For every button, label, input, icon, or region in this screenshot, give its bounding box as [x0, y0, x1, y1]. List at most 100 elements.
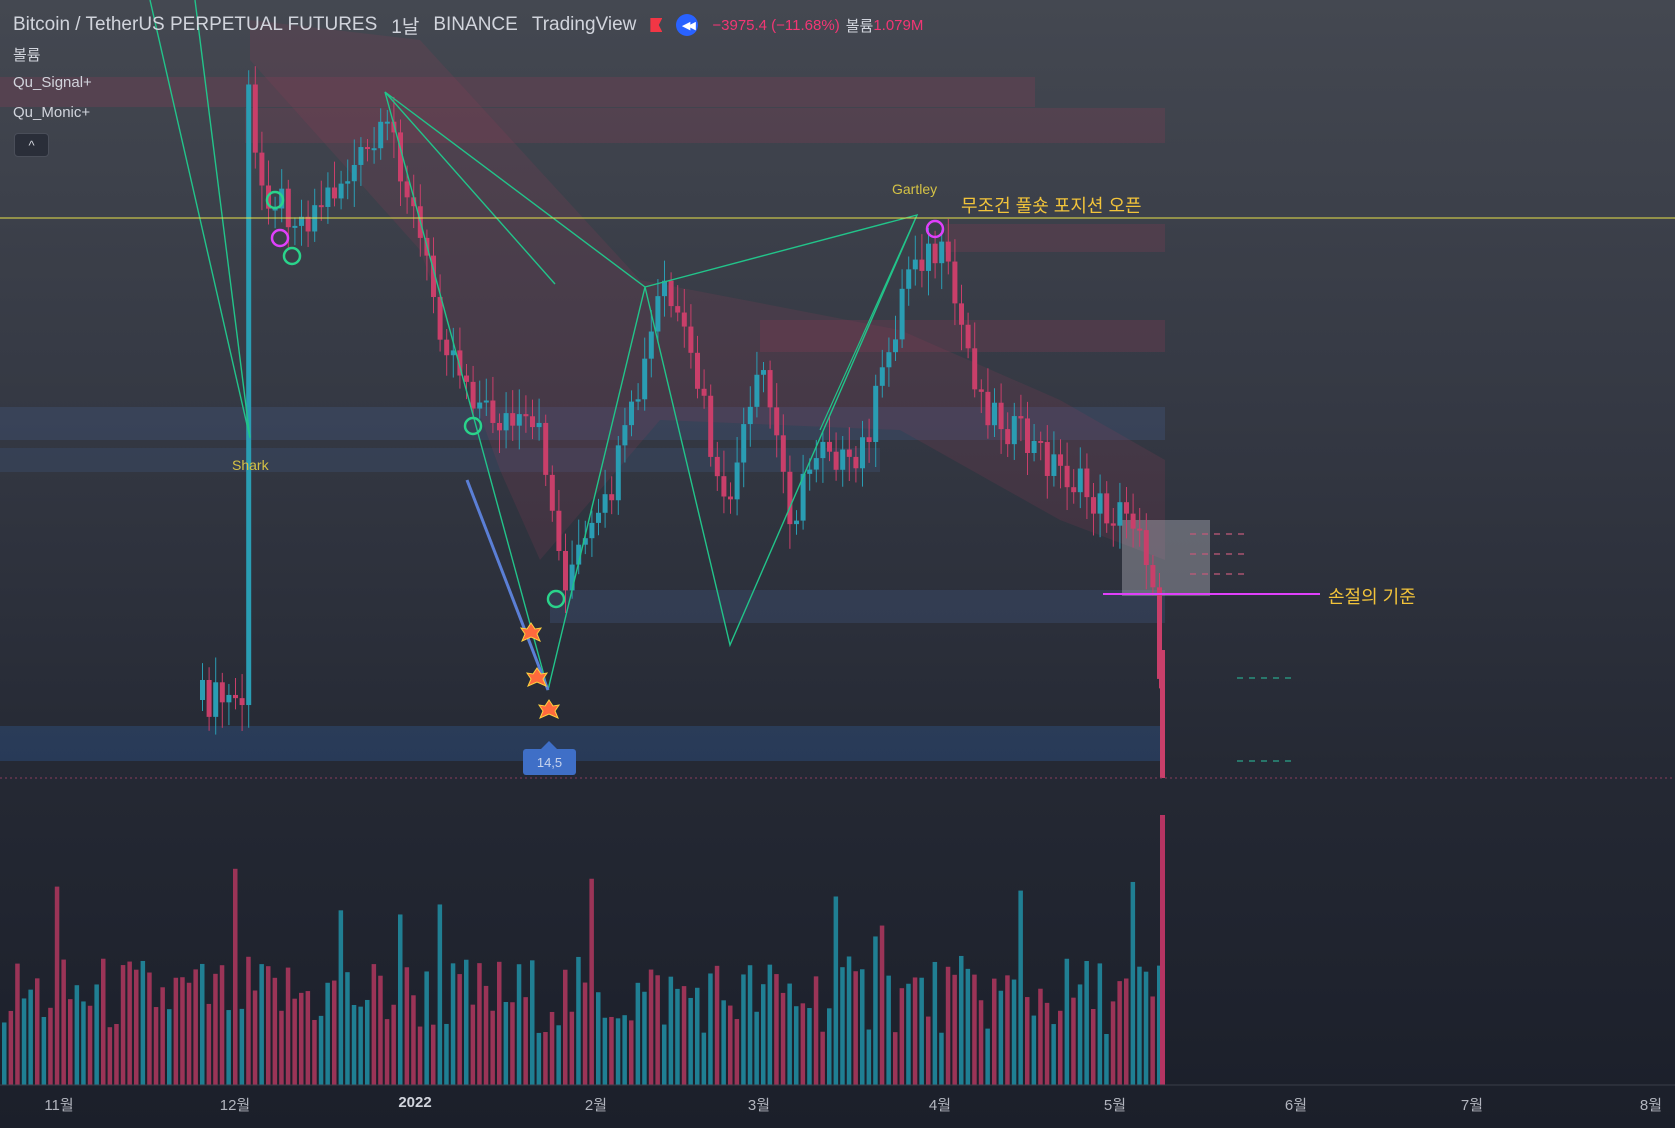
candle-body	[516, 414, 522, 426]
candle-body	[569, 564, 575, 591]
volume-bar	[272, 977, 278, 1085]
volume-bar	[774, 974, 779, 1085]
gartley-leg	[819, 214, 918, 431]
candle-body	[1130, 513, 1136, 529]
volume-bar	[285, 967, 291, 1085]
volume-bar	[28, 989, 33, 1085]
candle-body	[741, 424, 747, 463]
candle-body	[998, 402, 1004, 430]
volume-bar	[543, 1032, 548, 1085]
shark-pattern	[149, 0, 251, 439]
legend-indicator-signal[interactable]: Qu_Signal+	[13, 74, 92, 91]
explosion-icon	[525, 667, 549, 687]
volume-bar	[87, 1005, 93, 1085]
candle-body	[728, 496, 733, 500]
candle-body	[411, 197, 417, 207]
volume-bar	[266, 966, 271, 1085]
zone	[0, 407, 1165, 440]
volume-bar	[615, 1018, 621, 1085]
candle-body	[794, 520, 799, 525]
volume-bar	[536, 1032, 542, 1085]
volume-bar	[404, 967, 410, 1085]
volume-bar	[985, 1028, 990, 1085]
stoploss-annotation: 손절의 기준	[1328, 587, 1416, 607]
volume-bar	[939, 1032, 944, 1085]
flag-icon[interactable]	[650, 18, 663, 32]
volume-bar	[1124, 978, 1129, 1085]
volume-bar	[292, 998, 297, 1085]
volume-bar	[279, 1010, 284, 1085]
volume-bar	[701, 1032, 707, 1085]
collapse-legend-button[interactable]: ^	[14, 133, 49, 157]
volume-bar	[411, 995, 416, 1085]
volume-bar	[959, 955, 964, 1085]
interval-label[interactable]: 1날	[391, 16, 420, 38]
candle-body	[662, 280, 667, 297]
candle-body	[464, 375, 469, 382]
shark-label: Shark	[232, 457, 269, 473]
volume-bar	[972, 974, 977, 1085]
signal-circle	[282, 246, 302, 266]
volume-bar	[1130, 881, 1136, 1085]
volume-bar	[893, 1032, 898, 1085]
volume-bar	[549, 1011, 555, 1085]
volume-bar	[8, 1010, 14, 1085]
volume-bar	[1071, 997, 1076, 1085]
volume-bar	[1051, 1024, 1056, 1085]
volume-bar	[833, 896, 839, 1085]
volume-bar	[233, 868, 238, 1085]
legend-volume[interactable]: 볼륨	[13, 47, 41, 64]
volume-bar	[193, 969, 198, 1085]
candle-body	[655, 296, 661, 332]
volume-bar	[114, 1024, 119, 1085]
volume-bar	[787, 983, 792, 1085]
candle-body	[1104, 493, 1110, 524]
candle-body	[292, 225, 298, 228]
volume-bar	[35, 978, 40, 1085]
volume-bar	[853, 971, 858, 1085]
volume-bar	[120, 965, 126, 1085]
candle-body	[800, 473, 806, 521]
candle-body	[431, 255, 436, 298]
candle-body	[325, 187, 331, 207]
candle-body	[351, 164, 357, 182]
candle-body	[602, 494, 608, 513]
volume-bar	[1137, 966, 1142, 1085]
rewind-icon[interactable]: ◀◀	[676, 14, 699, 36]
symbol-title[interactable]: Bitcoin / TetherUS PERPETUAL FUTURES	[13, 14, 378, 35]
legend-indicator-monic[interactable]: Qu_Monic+	[13, 104, 91, 121]
exchange-label: BINANCE	[433, 14, 518, 35]
volume-bar	[569, 1011, 575, 1085]
volume-bar	[510, 1002, 515, 1085]
candle-body	[952, 261, 958, 304]
volume-bar	[417, 1026, 423, 1085]
candle-body	[1025, 418, 1030, 454]
volume-bar	[695, 987, 700, 1085]
candle-body	[318, 205, 324, 208]
volume-header-label: 볼륨	[845, 17, 874, 35]
candle-body	[734, 462, 740, 500]
volume-bar	[1143, 971, 1149, 1085]
candle-body	[365, 147, 370, 150]
volume-bar	[1011, 979, 1017, 1085]
candle-body	[701, 388, 707, 396]
candle-body	[1084, 468, 1090, 498]
candle-body	[358, 147, 364, 165]
volume-bar	[919, 977, 924, 1085]
candle-body	[226, 694, 232, 703]
volume-bar	[642, 991, 647, 1085]
candle-body	[1137, 528, 1143, 531]
volume-bar	[1018, 890, 1023, 1085]
volume-bar	[794, 1006, 799, 1085]
volume-bar	[602, 1017, 608, 1085]
candle-body	[219, 682, 225, 703]
candle-body	[879, 367, 885, 386]
zone	[550, 590, 1165, 623]
volume-bar	[1044, 1002, 1050, 1085]
volume-bar	[1110, 1001, 1116, 1085]
candle-body	[992, 402, 997, 426]
volume-bar	[840, 967, 845, 1085]
candle-body	[615, 445, 621, 501]
volume-bar	[431, 1024, 436, 1085]
